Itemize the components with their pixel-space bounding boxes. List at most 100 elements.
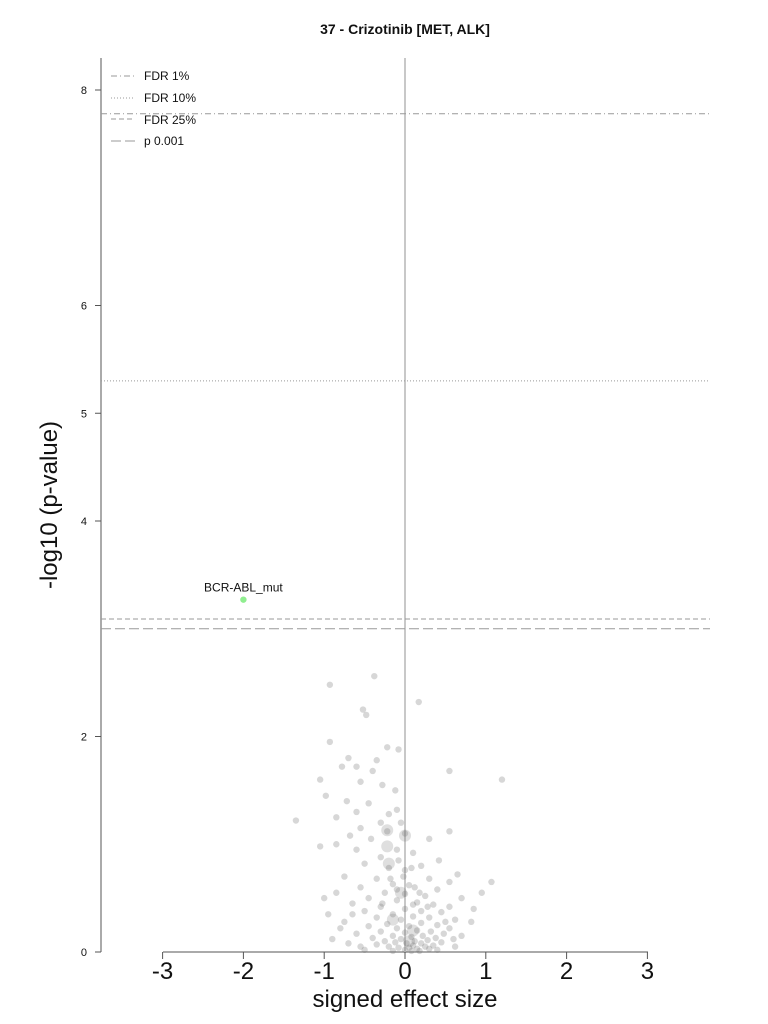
data-point: [384, 744, 391, 751]
data-point: [451, 943, 459, 950]
data-point: [413, 899, 421, 906]
data-point: [422, 943, 429, 950]
data-point: [345, 754, 352, 762]
data-point-large: [407, 924, 420, 937]
data-point: [357, 943, 364, 950]
data-point: [446, 767, 453, 775]
data-point: [446, 878, 453, 886]
y-axis-label: -log10 (p-value): [36, 421, 63, 589]
data-point: [377, 853, 384, 861]
data-point: [413, 945, 421, 952]
data-point: [417, 940, 425, 947]
data-point: [365, 894, 372, 902]
data-point: [411, 884, 418, 891]
data-point: [343, 797, 351, 805]
data-point: [438, 939, 445, 946]
data-point: [377, 819, 384, 826]
data-point: [426, 835, 433, 843]
legend-item-fdr1: FDR 1%: [111, 69, 190, 83]
data-point: [409, 913, 417, 920]
legend-label-fdr1: FDR 1%: [144, 69, 190, 83]
data-point: [400, 873, 407, 880]
y-tick-label: 2: [81, 732, 87, 744]
data-point: [385, 943, 393, 950]
y-tick-label: 6: [81, 301, 87, 313]
data-point: [341, 918, 348, 926]
data-point: [426, 875, 433, 882]
data-point: [357, 884, 364, 891]
y-ticks: 0 2 4 5 6 8: [81, 85, 101, 959]
data-point: [430, 942, 437, 949]
data-point: [435, 857, 443, 864]
legend-label-p0001: p 0.001: [144, 134, 184, 148]
data-point: [381, 938, 388, 945]
data-point: [357, 824, 364, 832]
x-tick-label: 0: [398, 958, 411, 985]
data-point: [401, 830, 409, 837]
data-point: [451, 916, 459, 923]
data-point: [377, 928, 384, 935]
data-point: [395, 746, 402, 753]
data-point: [359, 706, 367, 713]
highlight-layer: BCR-ABL_mut: [204, 581, 283, 603]
data-point: [389, 947, 397, 955]
x-ticks: -3 -2 -1 0 1 2 3: [152, 952, 654, 985]
data-point: [416, 947, 423, 955]
data-point: [322, 792, 330, 799]
data-point: [326, 681, 334, 688]
data-point: [365, 922, 372, 930]
data-point: [361, 946, 368, 954]
data-point-large: [403, 935, 416, 948]
data-point: [379, 900, 386, 907]
threshold-lines: [101, 113, 710, 630]
data-point: [333, 814, 340, 821]
data-point: [401, 929, 409, 936]
chart-title: 37 - Crizotinib [MET, ALK]: [320, 21, 490, 37]
data-point: [442, 918, 449, 926]
data-point: [365, 800, 372, 807]
data-point: [405, 944, 413, 951]
data-point: [389, 932, 397, 940]
data-point: [408, 933, 415, 941]
data-point: [427, 928, 435, 935]
data-point: [373, 757, 380, 764]
data-point: [325, 911, 332, 918]
data-point: [387, 875, 394, 882]
data-point: [361, 860, 368, 867]
data-point: [292, 817, 300, 824]
data-point: [393, 806, 401, 813]
data-point: [373, 914, 380, 921]
legend: FDR 1% FDR 10% FDR 25% p 0.001: [111, 69, 196, 148]
data-point-large: [394, 886, 407, 899]
data-point: [373, 875, 380, 882]
x-tick-label: -3: [152, 958, 173, 985]
data-point: [397, 916, 405, 923]
data-point: [426, 945, 433, 952]
y-tick-label: 4: [81, 516, 87, 528]
data-point: [413, 927, 421, 934]
data-point: [470, 905, 477, 913]
data-point: [422, 892, 429, 900]
data-point: [349, 900, 356, 907]
x-tick-label: 1: [479, 958, 492, 985]
data-point: [369, 767, 376, 775]
data-point: [488, 878, 495, 886]
data-point: [392, 787, 399, 794]
data-point: [337, 925, 344, 932]
data-point: [357, 778, 364, 785]
data-point: [397, 935, 405, 943]
data-point: [432, 934, 439, 942]
data-point: [393, 925, 401, 932]
data-point: [401, 905, 409, 913]
data-point-large: [382, 857, 395, 870]
x-tick-label: 2: [560, 958, 573, 985]
data-point: [405, 881, 413, 889]
x-tick-label: 3: [641, 958, 654, 985]
data-point-large: [381, 824, 394, 837]
data-point: [434, 921, 441, 929]
data-point: [419, 932, 426, 940]
data-point: [409, 901, 417, 908]
data-point: [369, 934, 376, 942]
data-point: [363, 711, 370, 719]
